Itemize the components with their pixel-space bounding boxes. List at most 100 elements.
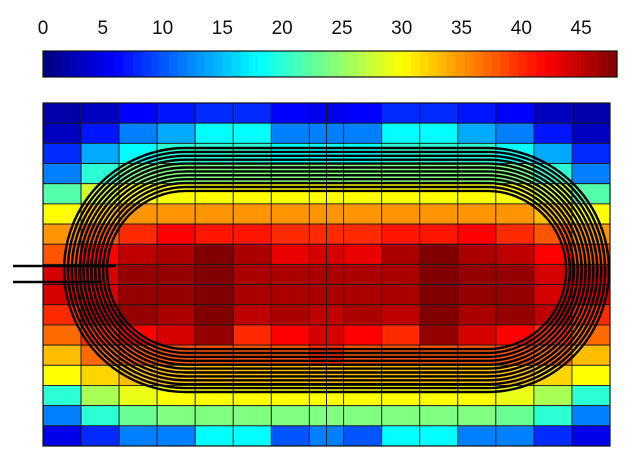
heatmap-cell: [308, 304, 327, 326]
heatmap-cell: [156, 203, 196, 225]
colorbar-segment: [500, 51, 510, 77]
heatmap-cell: [533, 425, 573, 447]
heatmap-cell: [156, 263, 196, 286]
colorbar-segment: [330, 51, 340, 77]
colorbar-segment: [572, 51, 582, 77]
heatmap-cell: [326, 122, 345, 144]
heatmap-cell: [419, 203, 459, 225]
colorbar-tick-label: 35: [451, 18, 472, 39]
heatmap-cell: [42, 142, 82, 164]
heatmap-cell: [457, 304, 497, 326]
heatmap-cell: [381, 223, 421, 245]
colorbar-segment: [186, 51, 197, 77]
heatmap-cell: [381, 102, 421, 124]
heatmap-cell: [419, 425, 459, 447]
heatmap-cell: [270, 324, 310, 346]
coil-turn: [74, 158, 599, 382]
colorbar-segment: [590, 51, 600, 77]
colorbar-segment: [195, 51, 206, 77]
heatmap-cell: [42, 385, 82, 407]
heatmap-cell: [495, 425, 535, 447]
heatmap-cell: [457, 263, 497, 286]
heatmap-cell: [326, 304, 345, 326]
colorbar-segment: [563, 51, 573, 77]
heatmap-cell: [194, 405, 234, 427]
heatmap-cell: [343, 284, 383, 306]
colorbar-segment: [608, 51, 618, 77]
heatmap-cell: [381, 203, 421, 225]
colorbar-tick-label: 20: [272, 18, 293, 39]
heatmap-cell: [194, 203, 234, 225]
colorbar-segment: [60, 51, 71, 77]
heatmap-cell: [343, 263, 383, 286]
heatmap-cell: [156, 425, 196, 447]
heatmap-cell: [194, 223, 234, 245]
heatmap-cell: [343, 122, 383, 144]
heatmap-cell: [118, 243, 158, 265]
heatmap-cell: [42, 364, 82, 386]
heatmap-cell: [232, 203, 272, 225]
heatmap-cell: [156, 243, 196, 265]
heatmap-cell: [156, 223, 196, 245]
coil-turn: [78, 162, 595, 378]
colorbar-segment: [455, 51, 466, 77]
heatmap-cell: [495, 284, 535, 306]
colorbar-segment: [222, 51, 232, 77]
colorbar: [43, 51, 618, 77]
heatmap-cell: [308, 223, 327, 245]
colorbar-segment: [365, 51, 376, 77]
heatmap-cell: [343, 425, 383, 447]
colorbar-tick-label: 10: [152, 18, 173, 39]
heatmap-cell: [457, 203, 497, 225]
heatmap-cell: [381, 405, 421, 427]
colorbar-segment: [491, 51, 502, 77]
heatmap-cell: [308, 122, 327, 144]
heatmap-cell: [495, 223, 535, 245]
heatmap-cell: [118, 284, 158, 306]
coil-turn: [105, 189, 568, 351]
heatmap-cell: [381, 304, 421, 326]
heatmap-cell: [270, 304, 310, 326]
colorbar-segment: [177, 51, 188, 77]
heatmap-cell: [326, 284, 345, 306]
heatmap-cell: [381, 243, 421, 265]
colorbar-segment: [437, 51, 448, 77]
heatmap-cell: [156, 324, 196, 346]
colorbar-segment: [123, 51, 134, 77]
coil-turn: [97, 181, 576, 359]
heatmap-cell: [194, 324, 234, 346]
heatmap-cell: [270, 243, 310, 265]
colorbar-segment: [410, 51, 421, 77]
heatmap-cell: [42, 122, 82, 144]
heatmap-cell: [232, 425, 272, 447]
heatmap-cell: [343, 102, 383, 124]
colorbar-segment: [464, 51, 475, 77]
heatmap-cell: [571, 364, 611, 386]
colorbar-tick-label: 5: [98, 18, 109, 39]
colorbar-segment: [383, 51, 394, 77]
heatmap-cell: [156, 122, 196, 144]
heatmap-cell: [343, 243, 383, 265]
heatmap-cell: [533, 405, 573, 427]
heatmap-cell: [326, 102, 345, 124]
heatmap-cell: [571, 405, 611, 427]
heatmap-cell: [419, 243, 459, 265]
colorbar-segment: [159, 51, 170, 77]
colorbar-segment: [204, 51, 215, 77]
heatmap-cell: [232, 223, 272, 245]
heatmap-cell: [419, 223, 459, 245]
heatmap-cell: [326, 223, 345, 245]
heatmap-cell: [194, 102, 234, 124]
heatmap-cell: [42, 405, 82, 427]
colorbar-frame: [42, 50, 618, 78]
heatmap-cell: [495, 243, 535, 265]
heatmap-cell: [326, 405, 345, 427]
heatmap-cell: [571, 344, 611, 366]
heatmap-cell: [156, 102, 196, 124]
colorbar-segment: [599, 51, 609, 77]
heatmap-cell: [457, 284, 497, 306]
heatmap-cell: [156, 284, 196, 306]
heatmap-cell: [457, 425, 497, 447]
colorbar-segment: [69, 51, 80, 77]
colorbar-segment: [267, 51, 277, 77]
